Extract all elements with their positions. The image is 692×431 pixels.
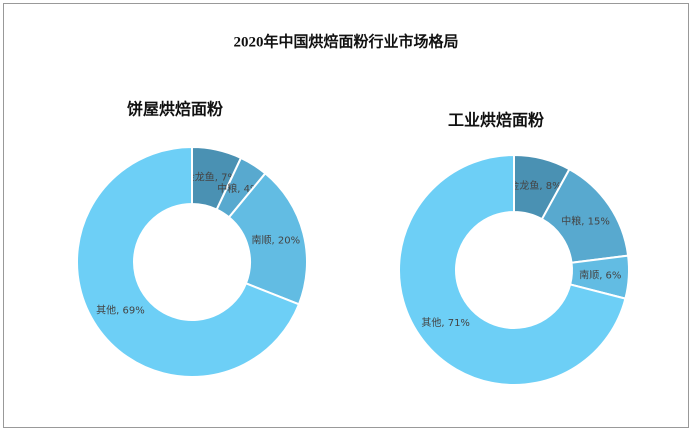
donut-slice <box>398 153 627 386</box>
chart-subtitle: 饼屋烘焙面粉 <box>127 100 223 119</box>
chart-title: 2020年中国烘焙面粉行业市场格局 <box>233 32 458 50</box>
donut-slice <box>227 171 308 306</box>
data-label: 中粮, 15% <box>561 214 610 227</box>
donut-slice <box>76 145 301 378</box>
data-label: 其他, 71% <box>421 316 470 329</box>
data-label: 金龙鱼, 7% <box>185 171 237 184</box>
data-label: 南顺, 20% <box>251 233 300 246</box>
chart-subtitle: 工业烘焙面粉 <box>448 111 544 130</box>
data-label: 金龙鱼, 8% <box>509 179 561 192</box>
data-label: 其他, 69% <box>96 304 145 317</box>
data-label: 南顺, 6% <box>579 268 621 281</box>
